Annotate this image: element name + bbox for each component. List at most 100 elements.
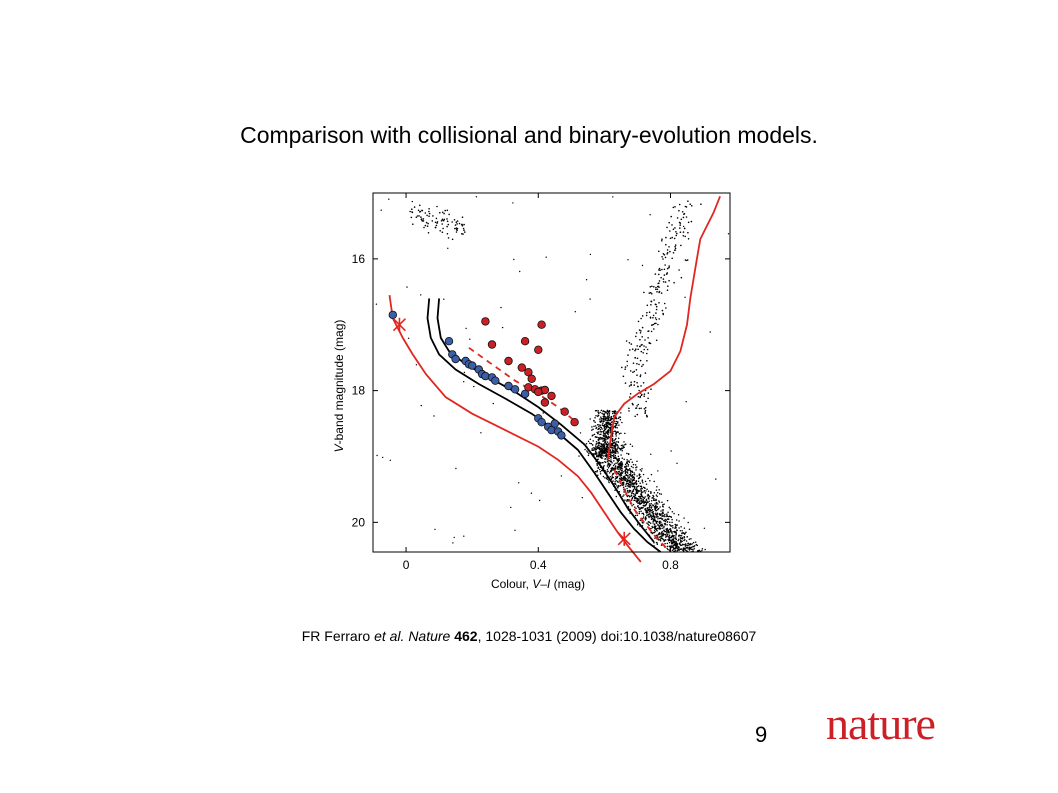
field-star (629, 486, 631, 489)
field-star (647, 494, 650, 496)
field-star (675, 546, 677, 548)
field-star (591, 449, 593, 451)
field-star (667, 511, 669, 514)
field-star (617, 440, 619, 443)
field-star (646, 488, 648, 491)
field-star (692, 548, 694, 551)
field-star (657, 507, 660, 510)
field-star (629, 393, 632, 395)
field-star (654, 527, 657, 529)
field-star (628, 385, 631, 387)
field-star (623, 458, 625, 460)
field-star (442, 219, 445, 222)
field-star (675, 231, 677, 233)
field-star (610, 451, 612, 453)
field-star (651, 285, 653, 288)
field-star (671, 534, 674, 537)
field-star (642, 473, 645, 476)
field-star (610, 460, 613, 463)
field-star (641, 393, 643, 396)
field-star (422, 218, 425, 220)
field-star (423, 226, 425, 229)
field-star (658, 269, 660, 271)
field-star (635, 335, 637, 338)
field-star (380, 209, 382, 211)
field-star (579, 432, 582, 434)
field-star (617, 446, 619, 448)
y-tick-label: 16 (352, 252, 366, 266)
field-star (646, 352, 648, 355)
field-star (690, 548, 693, 551)
field-star (455, 227, 458, 229)
field-star (646, 360, 648, 362)
field-star (680, 244, 682, 247)
field-star (587, 451, 589, 453)
field-star (662, 503, 664, 506)
field-star (463, 371, 466, 374)
field-star (684, 205, 687, 208)
field-star (665, 236, 667, 239)
field-star (656, 534, 658, 537)
field-star (603, 425, 606, 428)
field-star (674, 206, 676, 208)
field-star (660, 535, 663, 538)
field-star (602, 430, 605, 433)
field-star (648, 342, 651, 344)
field-star (670, 531, 673, 533)
field-star (650, 490, 652, 493)
field-star (687, 546, 689, 549)
field-star (628, 410, 630, 412)
field-star (624, 477, 627, 480)
field-star (656, 485, 658, 488)
field-star (617, 463, 620, 466)
field-star (607, 429, 610, 431)
field-star (660, 493, 663, 495)
field-star (618, 471, 621, 473)
field-star (600, 427, 603, 429)
field-star (651, 532, 654, 535)
field-star (625, 480, 628, 483)
field-star (650, 514, 652, 516)
field-star (608, 472, 611, 474)
field-star (610, 421, 613, 423)
field-star (672, 546, 674, 549)
field-star (634, 464, 637, 466)
field-star (668, 221, 670, 224)
field-star (658, 273, 660, 276)
field-star (615, 495, 618, 498)
field-star (704, 548, 706, 551)
field-star (644, 496, 646, 498)
field-star (615, 424, 618, 426)
field-star (671, 224, 673, 226)
field-star (606, 465, 609, 467)
field-star (612, 445, 615, 447)
field-star (684, 532, 686, 534)
reference-star-marker (392, 317, 407, 332)
field-star (687, 548, 689, 550)
field-star (658, 280, 661, 282)
field-star (648, 311, 651, 314)
field-star (626, 482, 629, 485)
field-star (618, 433, 621, 435)
field-star (690, 220, 693, 223)
field-star (650, 304, 652, 306)
field-star (678, 209, 680, 212)
blue-straggler-point (491, 376, 500, 385)
field-star (419, 204, 421, 207)
series-layer (388, 195, 721, 563)
field-star (656, 520, 659, 523)
field-star (454, 224, 457, 226)
field-star (628, 342, 631, 344)
field-star (680, 544, 682, 546)
field-star (600, 420, 603, 423)
field-star (599, 420, 602, 422)
field-star (594, 425, 597, 427)
field-star (623, 441, 625, 443)
field-star (645, 501, 648, 504)
field-star (614, 465, 617, 467)
field-star (681, 549, 684, 551)
field-star (661, 523, 663, 525)
field-star (593, 425, 595, 428)
field-star (607, 464, 610, 466)
field-star (610, 425, 612, 428)
